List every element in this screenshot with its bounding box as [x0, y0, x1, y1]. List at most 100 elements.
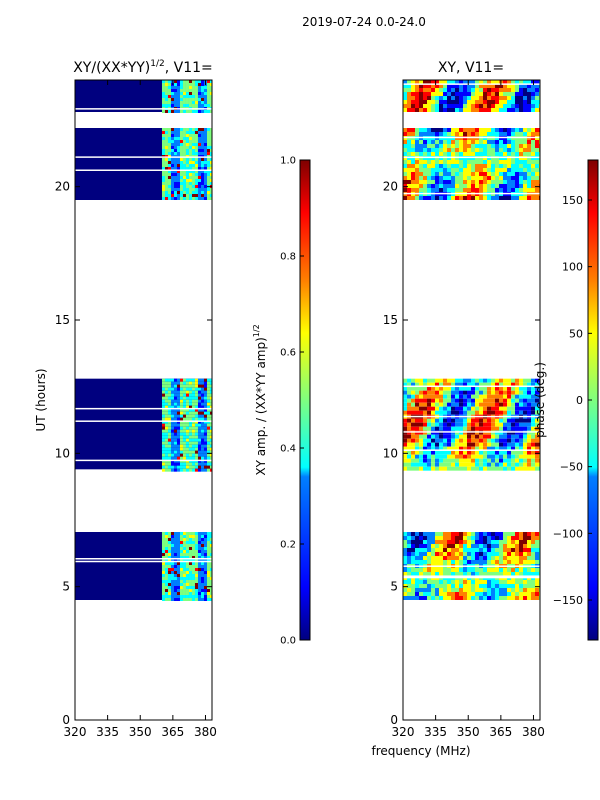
phase-cell [439, 532, 443, 536]
amplitude-cell [209, 137, 212, 140]
phase-cell [531, 422, 535, 427]
amplitude-cell [170, 393, 174, 397]
phase-cell [491, 548, 495, 552]
amplitude-cell [191, 465, 195, 469]
amplitude-cell [194, 387, 198, 391]
amplitude-cell [179, 589, 183, 592]
phase-cell [411, 164, 415, 168]
amplitude-cell [173, 571, 177, 574]
phase-cell [471, 128, 475, 132]
phase-cell [511, 92, 515, 96]
phase-cell [511, 592, 515, 596]
phase-cell [427, 568, 431, 572]
amplitude-cell [197, 438, 201, 442]
amplitude-cell [200, 146, 204, 149]
amplitude-cell [206, 387, 210, 391]
phase-cell [463, 556, 467, 560]
amplitude-cell [188, 417, 192, 421]
phase-cell [487, 592, 491, 596]
amplitude-cell [203, 538, 207, 541]
phase-cell [435, 180, 439, 184]
phase-cell [463, 536, 467, 540]
phase-cell [511, 402, 515, 407]
amplitude-cell [188, 438, 192, 442]
amplitude-cell [191, 598, 195, 601]
phase-cell [531, 180, 535, 184]
amplitude-cell [185, 399, 189, 403]
amplitude-cell [185, 170, 189, 173]
amplitude-cell [176, 547, 180, 550]
amplitude-cell [209, 598, 212, 601]
amplitude-cell [176, 580, 180, 583]
phase-cell [535, 402, 539, 407]
phase-cell [531, 438, 535, 443]
phase-cell [495, 378, 499, 383]
amplitude-cell [191, 143, 195, 146]
phase-cell [443, 462, 447, 467]
amplitude-cell [179, 158, 183, 161]
amplitude-cell [185, 453, 189, 457]
amplitude-cell [209, 83, 212, 86]
amplitude-cell [179, 185, 183, 188]
phase-cell [515, 588, 519, 592]
amplitude-cell [164, 583, 168, 586]
amplitude-cell [161, 535, 165, 538]
amplitude-cell [200, 396, 204, 400]
phase-cell [515, 418, 519, 423]
amplitude-cell [164, 426, 168, 430]
phase-cell [499, 462, 503, 467]
phase-cell [487, 580, 491, 584]
phase-cell [503, 160, 507, 164]
phase-cell [531, 172, 535, 176]
amplitude-cell [167, 185, 171, 188]
amplitude-cell [179, 598, 183, 601]
amplitude-cell [200, 161, 204, 164]
amplitude-cell [203, 182, 207, 185]
phase-cell [479, 382, 483, 387]
phase-cell [443, 128, 447, 132]
amplitude-cell [179, 432, 183, 436]
phase-cell [455, 418, 459, 423]
phase-cell [423, 446, 427, 451]
amplitude-cell [179, 98, 183, 101]
amplitude-cell [161, 149, 165, 152]
amplitude-cell [182, 429, 186, 433]
phase-cell [519, 176, 523, 180]
phase-cell [459, 438, 463, 443]
phase-cell [455, 152, 459, 156]
amplitude-cell [170, 571, 174, 574]
amplitude-cell [197, 565, 201, 568]
amplitude-cell [191, 562, 195, 565]
amplitude-cell [182, 426, 186, 430]
amplitude-cell [194, 592, 198, 595]
amplitude-cell [164, 417, 168, 421]
phase-cell [499, 402, 503, 407]
phase-cell [495, 196, 499, 200]
amplitude-cell [173, 538, 177, 541]
amplitude-cell [167, 450, 171, 454]
phase-cell [515, 458, 519, 463]
amplitude-cell [209, 568, 212, 571]
amplitude-cell [191, 173, 195, 176]
phase-cell [519, 446, 523, 451]
phase-cell [455, 164, 459, 168]
phase-cell [535, 568, 539, 572]
phase-cell [487, 96, 491, 100]
phase-cell [463, 92, 467, 96]
phase-cell [507, 402, 511, 407]
amplitude-cell [188, 86, 192, 89]
amplitude-cell [176, 399, 180, 403]
phase-cell [439, 422, 443, 427]
phase-cell [503, 100, 507, 104]
phase-cell [447, 450, 451, 455]
phase-cell [443, 422, 447, 427]
amplitude-cell [176, 95, 180, 98]
phase-cell [503, 394, 507, 399]
amplitude-cell [185, 595, 189, 598]
phase-cell [523, 422, 527, 427]
amplitude-cell [203, 89, 207, 92]
amplitude-cell [185, 143, 189, 146]
phase-xtick-label: 335 [424, 725, 447, 739]
phase-cell [495, 80, 499, 84]
phase-cell [427, 164, 431, 168]
